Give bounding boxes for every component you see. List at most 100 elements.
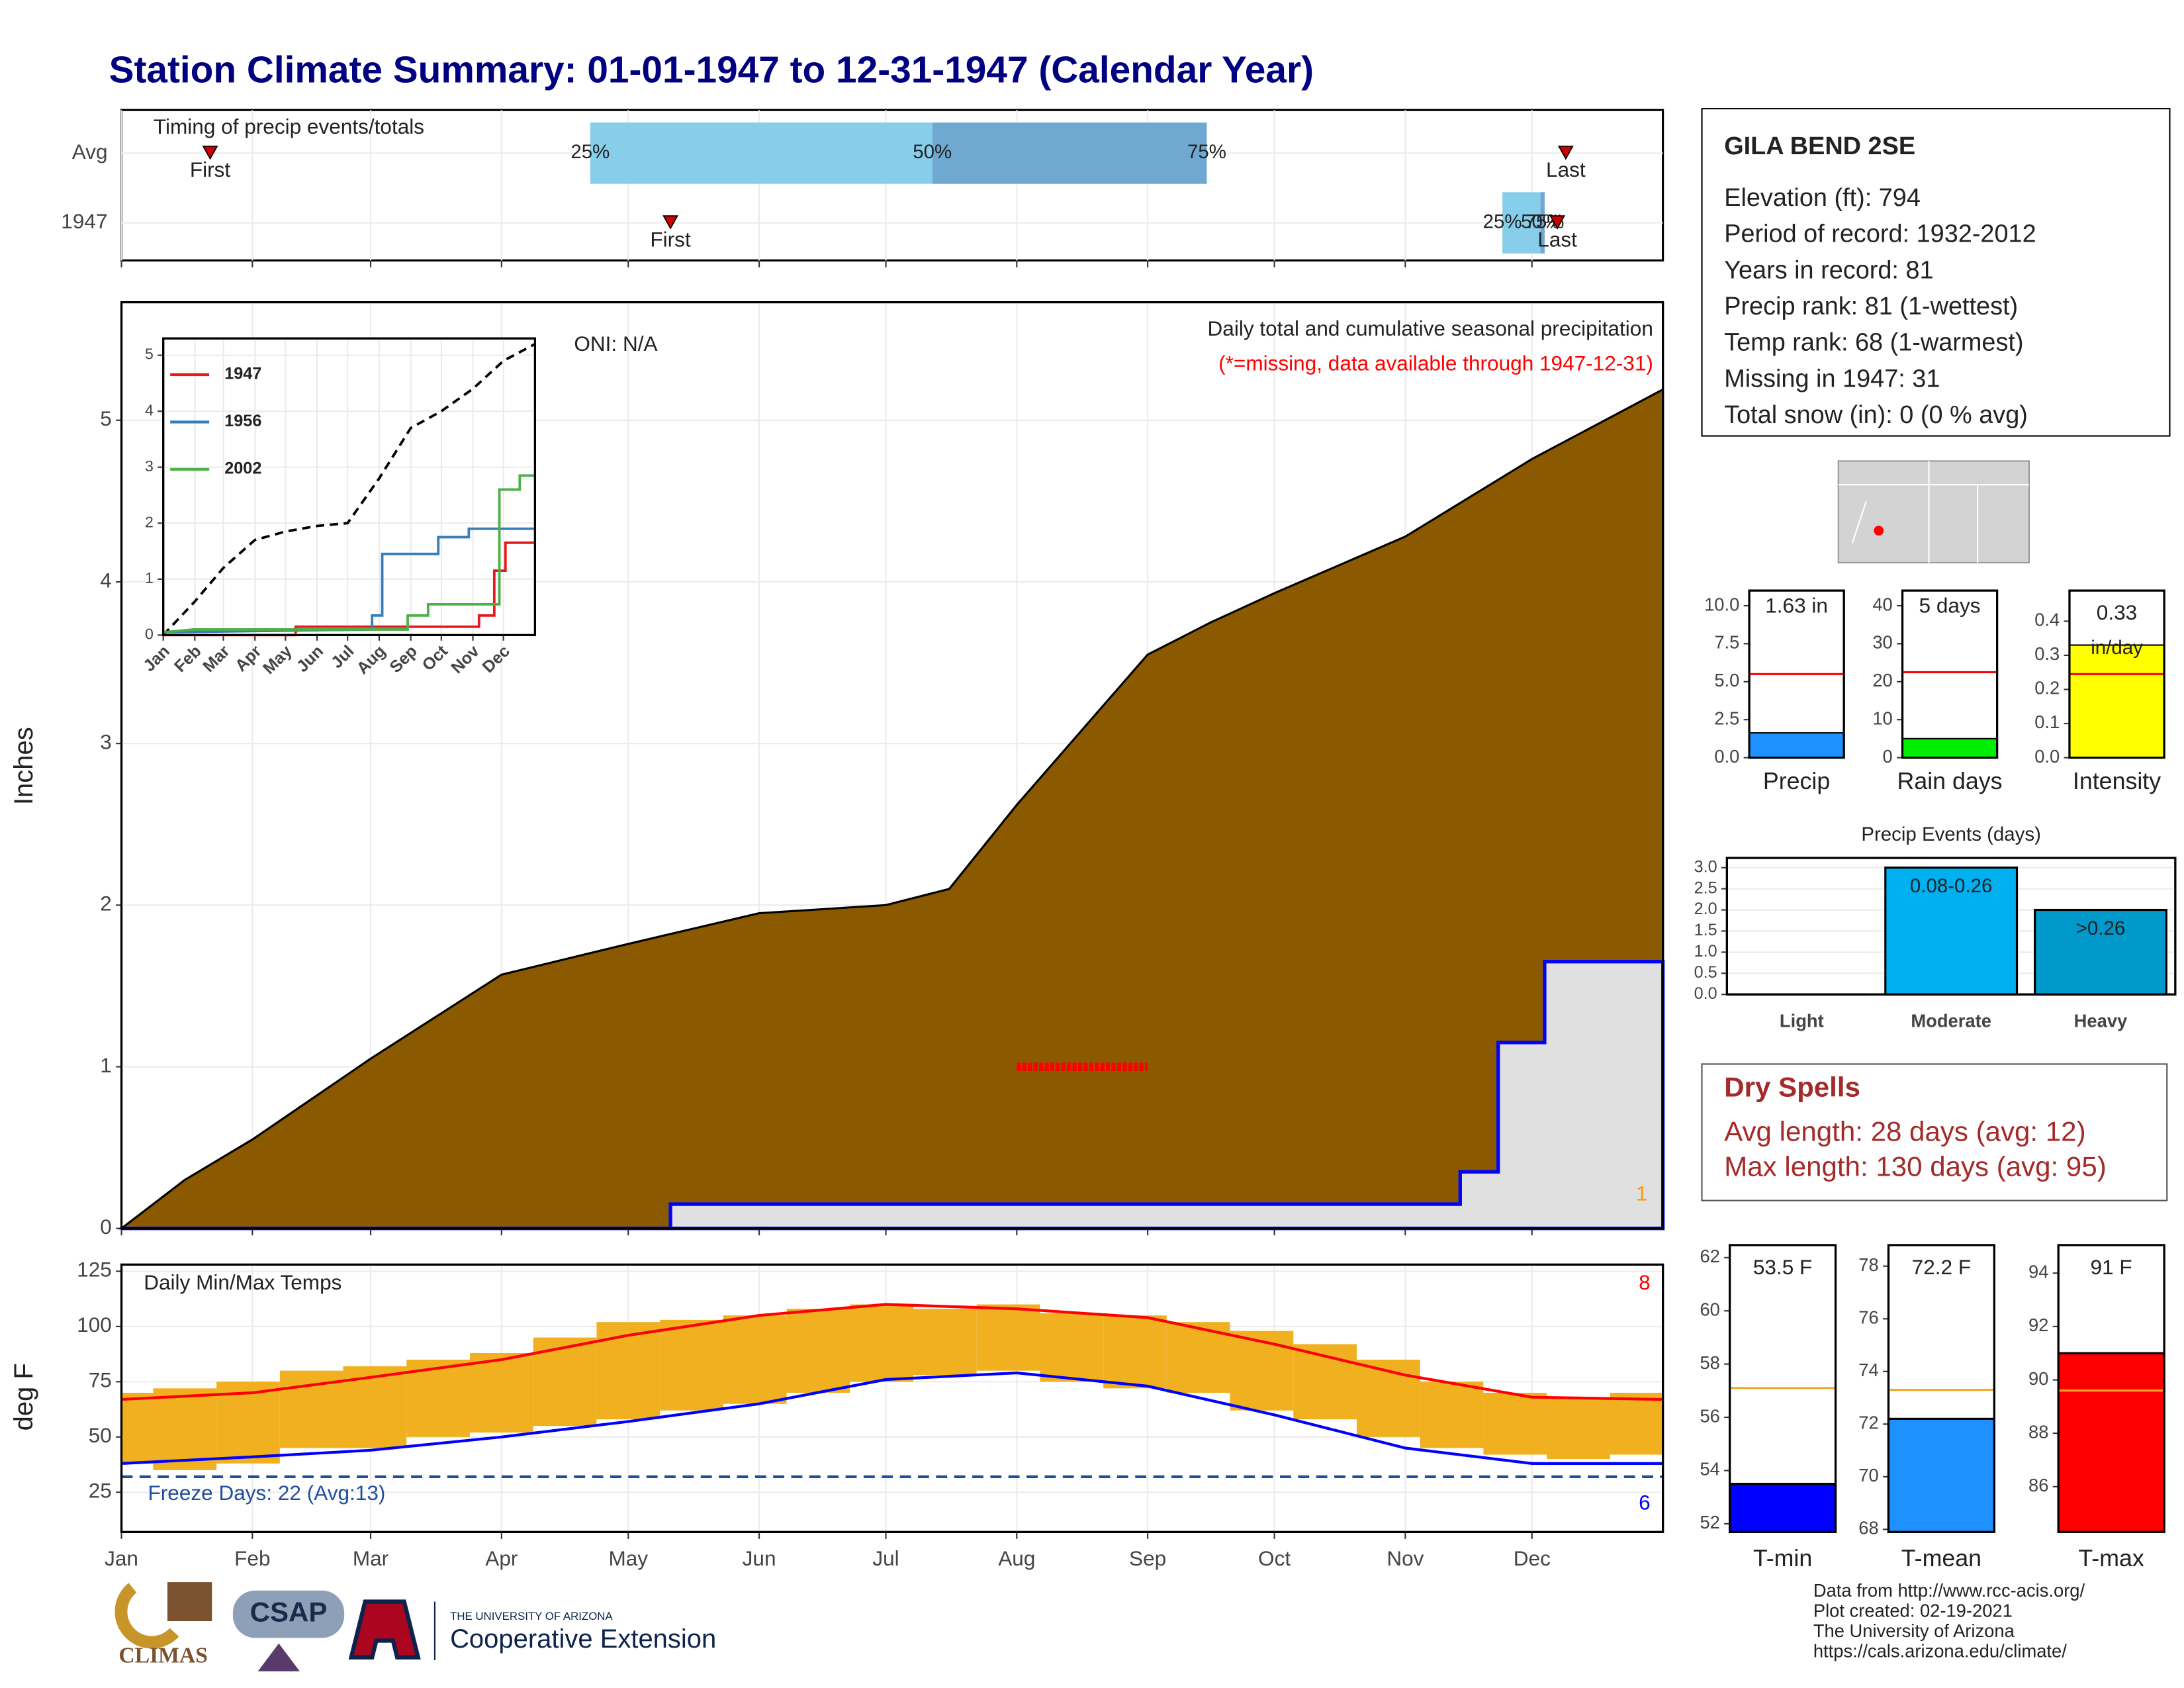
station-line: Period of record: 1932-2012 [1724, 220, 2036, 248]
page-title: Station Climate Summary: 01-01-1947 to 1… [109, 49, 1314, 91]
quartile-bar [590, 122, 933, 184]
y-tick-label: 20 [1872, 670, 1892, 690]
subtitle: Daily total and cumulative seasonal prec… [1208, 316, 1653, 340]
y-tick-label: 54 [1700, 1459, 1719, 1479]
bar-category: Rain days [1897, 768, 2003, 794]
bar [1749, 732, 1845, 759]
y-tick-label: 2.5 [1694, 878, 1717, 897]
credit-line: https://cals.arizona.edu/climate/ [1813, 1641, 2067, 1662]
station-box [1701, 108, 2171, 437]
y-tick-label: 1 [100, 1053, 112, 1077]
event-marker [662, 215, 679, 230]
event-marker [202, 146, 218, 160]
value-label: 91 F [2091, 1255, 2132, 1279]
inset-line [163, 527, 535, 634]
event-marker [1557, 146, 1574, 160]
temp-bar [723, 1315, 787, 1404]
panel-frame [2057, 1244, 2165, 1533]
y-tick-label: 0 [1883, 746, 1893, 767]
y-tick-label: 0.5 [1694, 963, 1717, 982]
y-tick-label: 3 [145, 457, 154, 475]
y-tick-label: 75 [89, 1368, 112, 1392]
row-label: Avg [72, 140, 108, 164]
quartile-label: 25% [1483, 211, 1522, 232]
value-label: 0.33 [2097, 600, 2137, 624]
temp-bar [469, 1352, 533, 1433]
bar [1729, 1483, 1837, 1533]
bar [2068, 644, 2165, 759]
bar-label: 0.08-0.26 [1910, 875, 1992, 897]
value-label: 1.63 in [1765, 594, 1828, 618]
y-tick-label: 100 [77, 1313, 112, 1336]
panel-title: Timing of precip events/totals [154, 115, 424, 138]
x-tick-label: Oct [1258, 1546, 1291, 1570]
value-label: 5 days [1919, 594, 1981, 618]
legend-label: 2002 [224, 459, 261, 478]
y-tick-label: 10 [1872, 708, 1892, 728]
dry-spells-line: Avg length: 28 days (avg: 12) [1724, 1116, 2085, 1147]
location-map [1837, 460, 2030, 564]
inset-line [163, 474, 535, 634]
dry-spells-box [1701, 1063, 2168, 1201]
bar-label: >0.26 [2076, 917, 2126, 939]
y-tick-label: 1.0 [1694, 942, 1717, 961]
station-line: Elevation (ft): 794 [1724, 184, 1921, 212]
y-tick-label: 50 [89, 1423, 112, 1447]
logo-text: CLIMAS [118, 1643, 208, 1667]
bar-category: T-max [2078, 1545, 2144, 1571]
bar-category: Intensity [2073, 768, 2161, 794]
quartile-label: 75% [1187, 141, 1226, 163]
bar [1901, 737, 1998, 759]
y-tick-label: 25 [89, 1479, 112, 1503]
bar [2034, 908, 2167, 996]
event-label: Last [1537, 227, 1577, 251]
x-tick-label: Aug [998, 1546, 1035, 1570]
station-line: Years in record: 81 [1724, 256, 1933, 284]
y-tick-label: 0 [145, 626, 154, 643]
logo-text: Cooperative Extension [450, 1624, 716, 1654]
legend-label: 1947 [224, 365, 261, 383]
quartile-bar [1540, 192, 1545, 254]
y-tick-label: 0.4 [2034, 610, 2060, 630]
y-tick-label: 0.0 [1714, 746, 1739, 767]
y-tick-label: 2 [100, 892, 112, 915]
panel-frame [1901, 589, 1999, 759]
y-tick-label: 0.0 [1694, 984, 1717, 1003]
x-tick-label: Dec [1514, 1546, 1551, 1570]
note: (*=missing, data available through 1947-… [1218, 352, 1653, 375]
y-tick-label: 4 [100, 568, 112, 592]
y-tick-label: 0.2 [2034, 678, 2060, 698]
x-tick-label: Sep [1129, 1546, 1166, 1570]
temp-bar [1420, 1382, 1484, 1448]
x-tick-label: Jan [105, 1546, 138, 1570]
station-name: GILA BEND 2SE [1724, 132, 1915, 160]
temp-bar [153, 1388, 217, 1470]
y-tick-label: 0.3 [2034, 643, 2060, 664]
panel-frame [1729, 1244, 1837, 1533]
hot-count: 8 [1639, 1270, 1651, 1294]
y-tick-label: 60 [1700, 1299, 1719, 1319]
y-tick-label: 0.0 [2034, 746, 2060, 767]
x-tick-label: Jul [872, 1546, 899, 1570]
y-tick-label: 30 [1872, 632, 1892, 653]
station-line: Temp rank: 68 (1-warmest) [1724, 329, 2023, 357]
panel-title: Daily Min/Max Temps [144, 1270, 341, 1294]
value-label: 53.5 F [1753, 1255, 1812, 1279]
y-tick-label: 94 [2028, 1261, 2048, 1282]
x-tick-label: May [608, 1546, 648, 1570]
y-tick-label: 58 [1700, 1352, 1719, 1373]
y-tick-label: 1 [145, 569, 154, 586]
panel-frame [120, 301, 1664, 1230]
logo-text: CSAP [250, 1597, 328, 1628]
panel-frame [162, 337, 536, 636]
temp-bar [1230, 1331, 1294, 1411]
y-tick-label: 1.5 [1694, 921, 1717, 939]
y-tick-label: 3 [100, 729, 112, 753]
event-label: First [190, 158, 231, 181]
temp-bar [913, 1309, 977, 1376]
event-marker [1549, 215, 1566, 230]
legend-label: 1956 [224, 412, 261, 430]
temp-bar [406, 1359, 470, 1437]
x-tick-label: Moderate [1911, 1011, 1991, 1031]
